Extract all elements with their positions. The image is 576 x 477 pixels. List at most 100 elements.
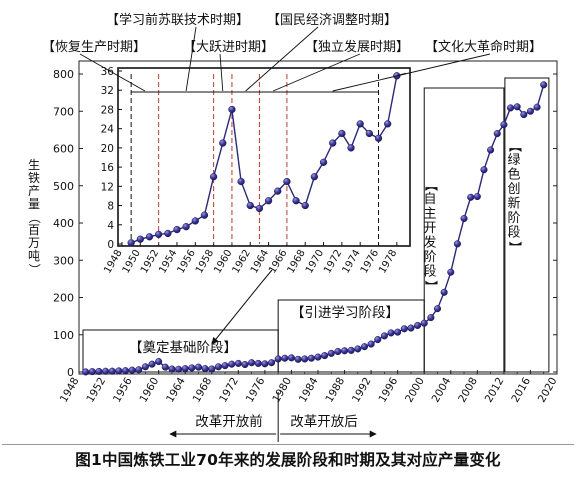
inset-y-tick-label: 20 <box>101 143 114 155</box>
inset-data-point <box>127 239 135 247</box>
inset-data-point <box>219 139 227 147</box>
main-data-point <box>447 268 455 276</box>
main-data-point <box>367 340 375 348</box>
x-tick-label: 2000 <box>403 376 427 405</box>
stage-label-green: 阶 <box>507 211 520 226</box>
x-tick-label: 1960 <box>138 376 162 405</box>
main-data-point <box>181 365 189 373</box>
main-data-point <box>341 347 349 355</box>
main-data-point <box>374 336 382 344</box>
period-leader <box>219 53 224 92</box>
main-data-point <box>115 367 123 375</box>
stage-label-green: 色 <box>507 167 520 183</box>
y-axis-title-char: ） <box>28 263 42 275</box>
main-data-point <box>248 359 256 367</box>
inset-y-tick-label: 0 <box>107 239 114 251</box>
main-data-point <box>307 354 315 362</box>
period-label: 【独立发展时期】 <box>305 39 409 55</box>
period-leader <box>332 53 491 92</box>
main-data-point <box>380 332 388 340</box>
zoom-arrow-tail <box>261 269 273 283</box>
main-data-point <box>88 368 96 376</box>
main-data-point <box>360 343 369 351</box>
y-axis-title-char: 产 <box>28 184 40 198</box>
main-data-point <box>254 359 262 367</box>
main-data-point <box>334 347 342 356</box>
period-leader <box>185 26 197 92</box>
main-data-point <box>121 367 130 375</box>
x-tick-label: 2012 <box>483 376 507 405</box>
period-label: 【学习前苏联技术时期】 <box>106 12 249 28</box>
main-data-point <box>354 345 362 353</box>
main-data-point <box>453 240 461 248</box>
y-tick-label: 800 <box>53 68 74 81</box>
main-data-point <box>460 214 468 223</box>
x-tick-label: 2004 <box>430 375 454 404</box>
y-tick-label: 700 <box>53 105 74 118</box>
period-label: 【国民经济调整时期】 <box>267 13 397 28</box>
inset-x-tick-label: 1978 <box>377 248 399 276</box>
main-data-point <box>287 354 295 362</box>
main-data-point <box>487 146 495 154</box>
stage-label-green: 绿 <box>507 153 520 168</box>
y-axis-title-char: 铁 <box>28 171 40 185</box>
main-data-point <box>433 305 442 313</box>
y-axis-title-char: 万 <box>28 236 40 250</box>
reform-era-annotation: 改革开放前 改革开放后 <box>169 392 377 442</box>
main-data-point <box>493 130 501 138</box>
inset-data-point <box>191 217 199 225</box>
inset-data-point <box>237 177 245 186</box>
y-axis-title-char: 生 <box>28 158 40 172</box>
y-tick-label: 0 <box>67 366 74 379</box>
main-data-point <box>194 363 203 371</box>
stage-label-independent: 主 <box>423 207 436 222</box>
inset-data-point <box>274 187 282 195</box>
main-data-point <box>141 363 149 371</box>
inset-y-tick-label: 8 <box>107 201 114 213</box>
inset-data-point <box>356 120 364 128</box>
main-data-point <box>168 365 176 373</box>
inset-background <box>117 67 411 247</box>
inset-data-point <box>154 230 163 239</box>
main-data-point <box>533 103 541 111</box>
main-data-point <box>347 346 355 354</box>
main-data-point <box>407 324 415 332</box>
inset-y-tick-label: 16 <box>101 162 115 174</box>
main-data-point <box>513 103 521 111</box>
x-tick-label: 1976 <box>244 375 268 404</box>
y-tick-label: 300 <box>53 254 74 267</box>
main-data-point <box>234 359 242 367</box>
main-data-point <box>387 329 395 337</box>
inset-data-point <box>347 144 355 152</box>
y-axis-title-char: 百 <box>28 223 40 237</box>
x-tick-label: 1988 <box>323 376 347 405</box>
main-data-point <box>201 365 209 373</box>
inset-y-tick-label: 4 <box>107 220 114 232</box>
main-data-point <box>540 81 548 89</box>
main-data-point <box>108 367 116 375</box>
inset-data-point <box>283 177 291 186</box>
stage-label-introduction: 【引进学习阶段】 <box>291 305 399 321</box>
inset-data-point <box>310 173 319 181</box>
main-data-point <box>394 328 402 336</box>
inset-data-point <box>384 120 392 128</box>
inset-data-point <box>264 197 273 205</box>
inset-data-point <box>246 201 254 210</box>
main-data-point <box>327 349 335 357</box>
inset-data-point <box>365 129 374 138</box>
x-tick-label: 1996 <box>377 375 401 404</box>
period-label: 【大跃进时期】 <box>183 40 274 55</box>
stage-label-independent: 自 <box>423 192 436 207</box>
zoom-arrow <box>211 281 263 345</box>
x-tick-label: 1948 <box>58 376 82 405</box>
main-data-point <box>281 354 289 362</box>
main-data-point <box>95 367 103 375</box>
period-leader <box>79 53 146 92</box>
inset-data-point <box>164 229 172 238</box>
inset-y-tick-label: 12 <box>101 181 114 193</box>
x-tick-label: 1956 <box>111 375 135 404</box>
stage-label-green: 段 <box>507 226 520 241</box>
main-data-point <box>102 367 110 375</box>
